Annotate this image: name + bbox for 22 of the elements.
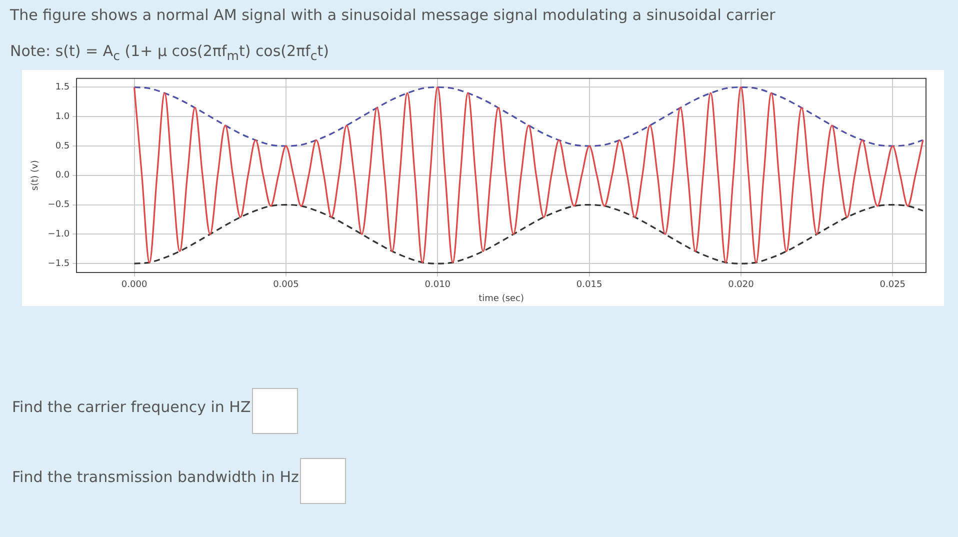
- text: Find the carrier frequency in HZ: [12, 398, 251, 416]
- y-tick-label: −0.5: [48, 200, 70, 210]
- x-tick-label: 0.015: [576, 280, 602, 290]
- x-tick-label: 0.025: [880, 280, 906, 290]
- line-series: [133, 86, 924, 264]
- y-tick-label: 0.0: [55, 170, 70, 181]
- chart-subtitle: Note: s(t) = A$_{c}$ (1+ μ cos(2πf$_{m}$t) cos(2πf$_{c}$t): [10, 42, 329, 63]
- x-axis-title: time (sec): [478, 294, 524, 304]
- x-tick-label: 0.010: [424, 280, 451, 290]
- text: Find the transmission bandwidth in Hz: [12, 468, 299, 486]
- y-tick-label: −1.5: [48, 258, 70, 269]
- chart-title: The figure shows a normal AM signal with a sinusoidal message signal modulating a sinusoidal carrier: [10, 6, 776, 24]
- y-axis-title: s(t) (v): [30, 160, 41, 191]
- y-tick-label: −1.0: [48, 230, 70, 240]
- line-series: [133, 86, 924, 147]
- x-tick-label: 0.020: [728, 280, 754, 290]
- y-tick-label: 0.5: [55, 141, 70, 152]
- x-tick-label: 0.000: [121, 280, 148, 290]
- y-tick-label: 1.0: [55, 112, 70, 122]
- line-series: [133, 204, 924, 264]
- x-tick-label: 0.005: [273, 280, 299, 290]
- y-tick-label: 1.5: [55, 82, 70, 93]
